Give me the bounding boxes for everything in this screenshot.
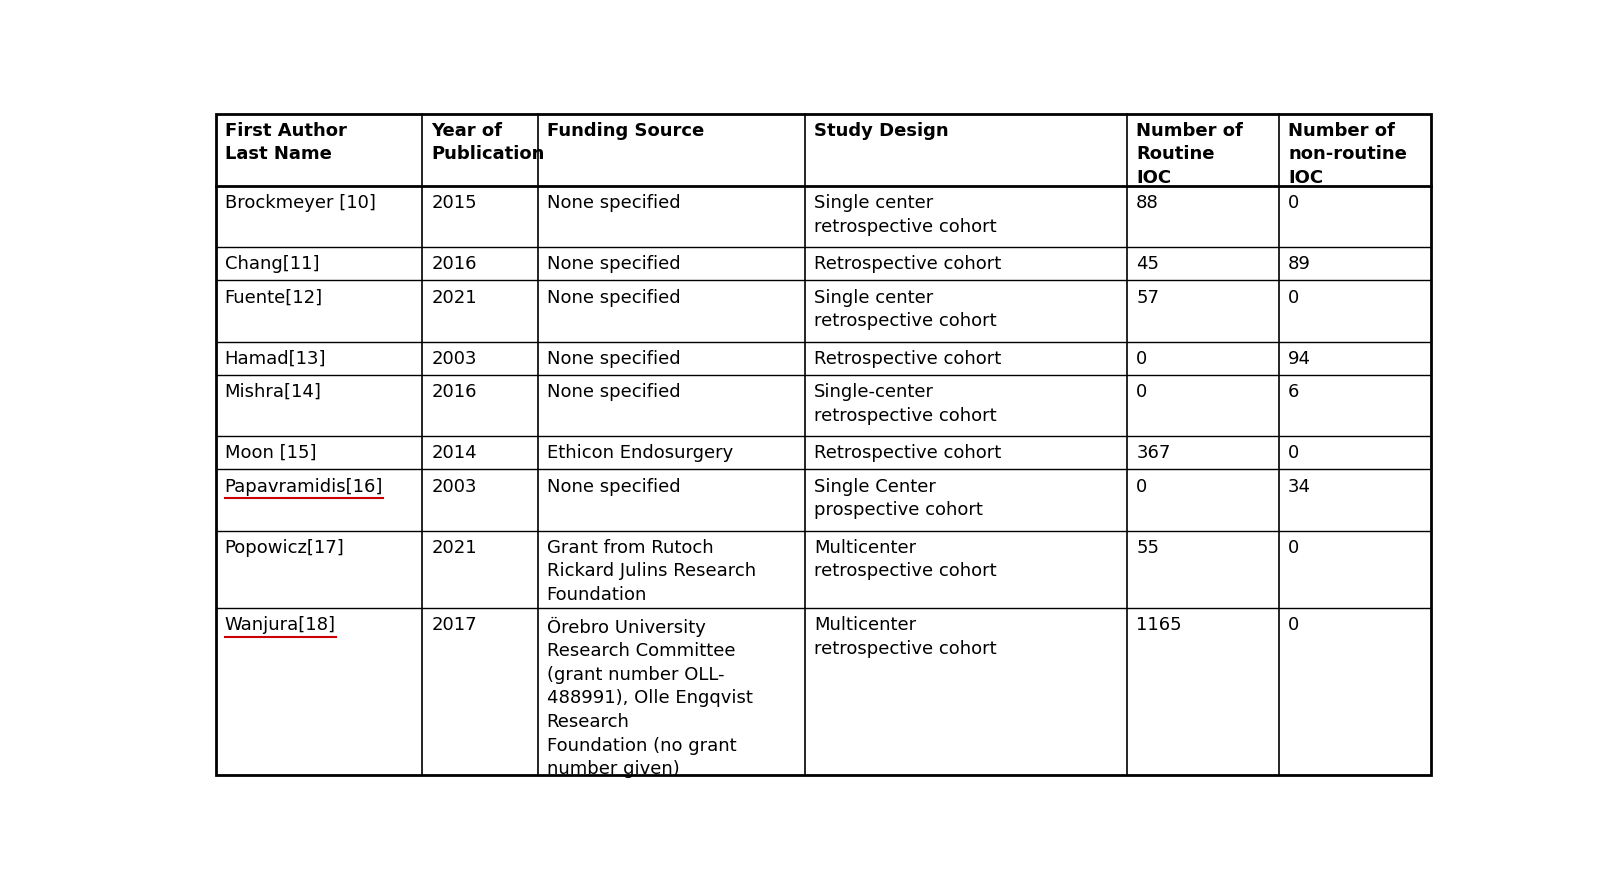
Text: Single center
retrospective cohort: Single center retrospective cohort <box>815 289 996 330</box>
Text: 89: 89 <box>1289 255 1311 274</box>
Text: Mishra[14]: Mishra[14] <box>225 383 321 401</box>
Text: Retrospective cohort: Retrospective cohort <box>815 444 1001 462</box>
Text: 57: 57 <box>1136 289 1159 306</box>
Text: Study Design: Study Design <box>815 121 948 140</box>
Text: 2016: 2016 <box>431 255 477 274</box>
Text: Grant from Rutoch
Rickard Julins Research
Foundation: Grant from Rutoch Rickard Julins Researc… <box>546 539 755 604</box>
Text: Multicenter
retrospective cohort: Multicenter retrospective cohort <box>815 539 996 580</box>
Text: Fuente[12]: Fuente[12] <box>225 289 323 306</box>
Text: 0: 0 <box>1136 383 1147 401</box>
Text: 6: 6 <box>1289 383 1300 401</box>
Text: None specified: None specified <box>546 478 680 495</box>
Text: 34: 34 <box>1289 478 1311 495</box>
Text: 2016: 2016 <box>431 383 477 401</box>
Text: 0: 0 <box>1136 478 1147 495</box>
Text: None specified: None specified <box>546 383 680 401</box>
Text: Single-center
retrospective cohort: Single-center retrospective cohort <box>815 383 996 425</box>
Text: 94: 94 <box>1289 349 1311 368</box>
Text: Number of
Routine
IOC: Number of Routine IOC <box>1136 121 1244 187</box>
Text: None specified: None specified <box>546 289 680 306</box>
Text: Retrospective cohort: Retrospective cohort <box>815 255 1001 274</box>
Text: 2014: 2014 <box>431 444 477 462</box>
Text: Number of
non-routine
IOC: Number of non-routine IOC <box>1289 121 1408 187</box>
Text: 55: 55 <box>1136 539 1159 557</box>
Text: Retrospective cohort: Retrospective cohort <box>815 349 1001 368</box>
Text: Wanjura[18]: Wanjura[18] <box>225 617 336 634</box>
Text: First Author
Last Name: First Author Last Name <box>225 121 347 164</box>
Text: 0: 0 <box>1289 539 1300 557</box>
Text: None specified: None specified <box>546 194 680 212</box>
Text: 2021: 2021 <box>431 539 477 557</box>
Text: Hamad[13]: Hamad[13] <box>225 349 326 368</box>
Text: Popowicz[17]: Popowicz[17] <box>225 539 344 557</box>
Text: Year of
Publication: Year of Publication <box>431 121 545 164</box>
Text: 0: 0 <box>1289 444 1300 462</box>
Text: 2017: 2017 <box>431 617 477 634</box>
Text: 2003: 2003 <box>431 349 477 368</box>
Text: 45: 45 <box>1136 255 1159 274</box>
Text: 0: 0 <box>1289 289 1300 306</box>
Text: 0: 0 <box>1136 349 1147 368</box>
Text: 2003: 2003 <box>431 478 477 495</box>
Text: 367: 367 <box>1136 444 1170 462</box>
Text: 0: 0 <box>1289 617 1300 634</box>
Text: 1165: 1165 <box>1136 617 1181 634</box>
Text: Chang[11]: Chang[11] <box>225 255 320 274</box>
Text: Brockmeyer [10]: Brockmeyer [10] <box>225 194 376 212</box>
Text: 2015: 2015 <box>431 194 477 212</box>
Text: None specified: None specified <box>546 255 680 274</box>
Text: 0: 0 <box>1289 194 1300 212</box>
Text: Multicenter
retrospective cohort: Multicenter retrospective cohort <box>815 617 996 658</box>
Text: Papavramidis[16]: Papavramidis[16] <box>225 478 382 495</box>
Text: Single Center
prospective cohort: Single Center prospective cohort <box>815 478 983 519</box>
Text: Single center
retrospective cohort: Single center retrospective cohort <box>815 194 996 236</box>
Text: Funding Source: Funding Source <box>546 121 704 140</box>
Text: 2021: 2021 <box>431 289 477 306</box>
Text: Moon [15]: Moon [15] <box>225 444 317 462</box>
Text: Örebro University
Research Committee
(grant number OLL-
488991), Olle Engqvist
R: Örebro University Research Committee (gr… <box>546 617 752 778</box>
Text: 88: 88 <box>1136 194 1159 212</box>
Text: Ethicon Endosurgery: Ethicon Endosurgery <box>546 444 733 462</box>
Text: None specified: None specified <box>546 349 680 368</box>
